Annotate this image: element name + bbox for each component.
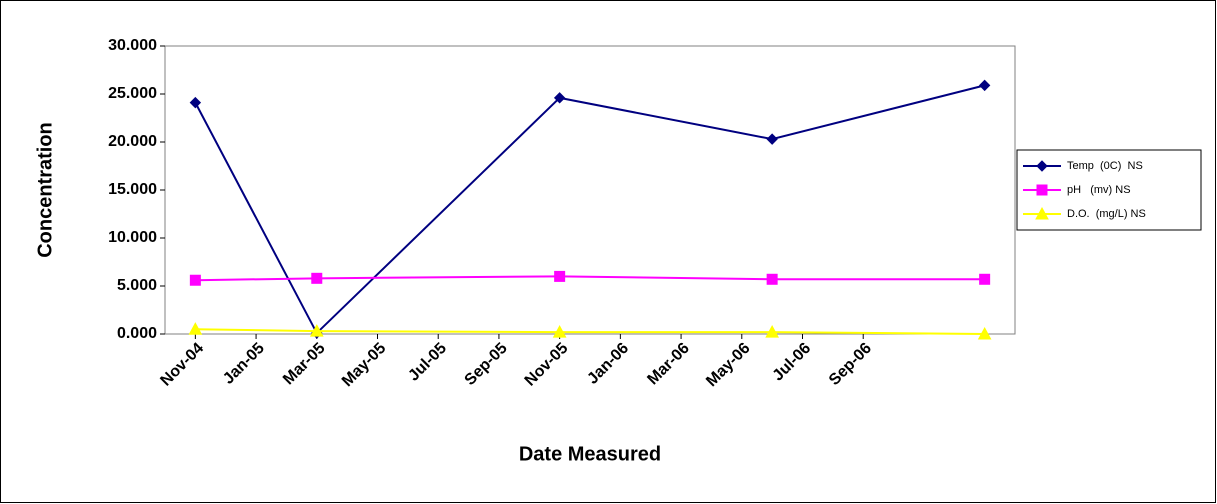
- y-tick-label: 10.000: [108, 229, 157, 246]
- marker: [978, 79, 991, 92]
- y-axis-title: Concentration: [34, 122, 56, 258]
- marker: [189, 96, 202, 109]
- marker: [765, 325, 779, 338]
- marker: [1035, 206, 1049, 220]
- y-tick-label: 0.000: [117, 325, 157, 342]
- marker: [766, 133, 778, 145]
- marker: [979, 273, 991, 285]
- legend-label: Temp (0C) NS: [1067, 160, 1143, 172]
- marker: [766, 273, 778, 285]
- marker: [189, 274, 201, 286]
- legend-label: D.O. (mg/L) NS: [1067, 208, 1146, 220]
- y-tick-label: 5.000: [117, 277, 157, 294]
- y-tick-label: 25.000: [108, 85, 157, 102]
- y-tick-label: 15.000: [108, 181, 157, 198]
- marker: [552, 325, 567, 338]
- y-tick-label: 30.000: [108, 37, 157, 54]
- marker: [977, 326, 992, 340]
- marker: [553, 92, 566, 104]
- x-axis-title: Date Measured: [519, 443, 661, 465]
- marker: [554, 270, 566, 282]
- legend: Temp (0C) NS pH (mv) NS D.O. (mg/L) NS: [1016, 149, 1202, 231]
- marker: [188, 322, 203, 335]
- marker: [311, 272, 323, 284]
- marker: [1036, 184, 1048, 196]
- y-tick-label: 20.000: [108, 133, 157, 150]
- marker: [1036, 160, 1048, 172]
- legend-label: pH (mv) NS: [1067, 184, 1131, 196]
- marker: [309, 324, 324, 337]
